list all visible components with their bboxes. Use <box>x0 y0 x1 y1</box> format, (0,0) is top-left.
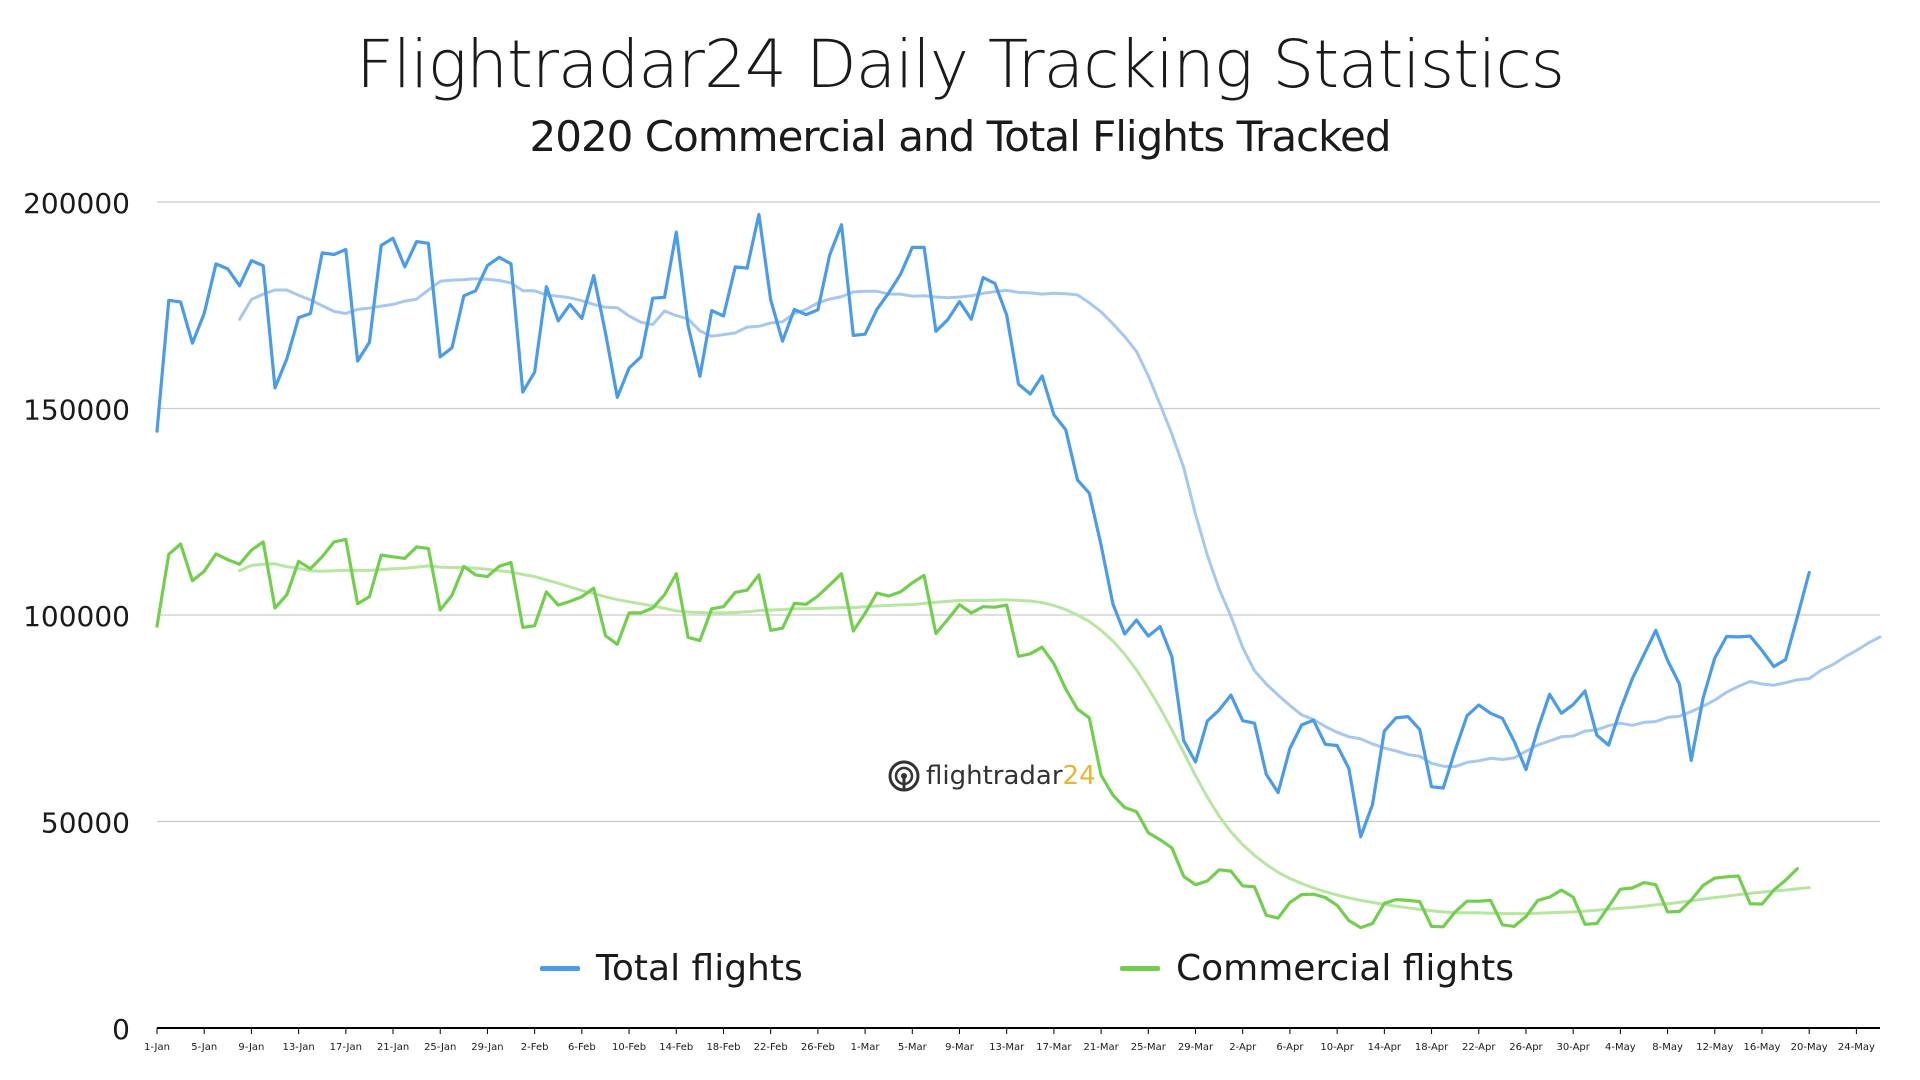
legend: Total flights Commercial flights <box>0 948 1920 998</box>
legend-item-total: Total flights <box>540 948 803 989</box>
grid-lines <box>157 201 1880 1029</box>
x-tick-label: 1-Jan <box>144 1042 170 1053</box>
legend-swatch-commercial <box>1120 966 1160 971</box>
x-tick-label: 10-Apr <box>1320 1042 1354 1053</box>
x-tick-label: 18-Feb <box>706 1042 740 1053</box>
x-tick-label: 13-Jan <box>282 1042 314 1053</box>
legend-label-total: Total flights <box>596 948 803 989</box>
x-tick-label: 29-Mar <box>1178 1042 1214 1053</box>
series-line-commercial-trend <box>238 562 1811 916</box>
x-tick-label: 16-May <box>1743 1042 1780 1053</box>
x-tick-label: 25-Mar <box>1131 1042 1167 1053</box>
x-tick-label: 6-Apr <box>1276 1042 1304 1053</box>
x-tick-label: 1-Mar <box>851 1042 881 1053</box>
x-tick-label: 4-May <box>1605 1042 1636 1053</box>
x-axis-tick-labels: 1-Jan 5-Jan 9-Jan 13-Jan 17-Jan 21-Jan 25-Jan 2… <box>144 1028 1875 1053</box>
y-tick-label: 100000 <box>23 600 130 633</box>
chart-subtitle: 2020 Commercial and Total Flights Tracke… <box>529 112 1392 161</box>
x-tick-label: 24-May <box>1838 1042 1875 1053</box>
x-tick-label: 17-Jan <box>330 1042 362 1053</box>
x-tick-label: 18-Apr <box>1415 1042 1449 1053</box>
x-tick-label: 22-Apr <box>1462 1042 1496 1053</box>
y-tick-label: 50000 <box>41 807 130 840</box>
y-axis-tick-labels: 0 50000 100000 150000 200000 <box>23 187 130 1046</box>
legend-swatch-total <box>540 966 580 971</box>
x-tick-label: 20-May <box>1791 1042 1828 1053</box>
series-lines <box>155 212 1882 930</box>
x-tick-label: 5-Jan <box>191 1042 217 1053</box>
x-tick-label: 21-Mar <box>1084 1042 1120 1053</box>
flightradar24-logo: flightradar24 <box>888 760 1096 792</box>
x-tick-label: 30-Apr <box>1556 1042 1590 1053</box>
series-line-total-trend <box>238 277 1882 769</box>
x-tick-label: 14-Feb <box>659 1042 693 1053</box>
logo-text-accent: 24 <box>1062 761 1096 791</box>
x-tick-label: 14-Apr <box>1368 1042 1402 1053</box>
x-tick-label: 9-Jan <box>238 1042 264 1053</box>
x-tick-label: 2-Apr <box>1229 1042 1257 1053</box>
x-tick-label: 12-May <box>1696 1042 1733 1053</box>
x-tick-label: 29-Jan <box>471 1042 503 1053</box>
y-tick-label: 150000 <box>23 394 130 427</box>
x-tick-label: 6-Feb <box>568 1042 596 1053</box>
x-tick-label: 10-Feb <box>612 1042 646 1053</box>
y-tick-label: 0 <box>112 1013 130 1046</box>
x-tick-label: 8-May <box>1652 1042 1683 1053</box>
x-tick-label: 17-Mar <box>1036 1042 1072 1053</box>
x-tick-label: 25-Jan <box>424 1042 456 1053</box>
x-tick-label: 22-Feb <box>754 1042 788 1053</box>
y-tick-label: 200000 <box>23 187 130 220</box>
x-tick-label: 13-Mar <box>989 1042 1025 1053</box>
x-tick-label: 21-Jan <box>377 1042 409 1053</box>
legend-item-commercial: Commercial flights <box>1120 948 1514 989</box>
legend-label-commercial: Commercial flights <box>1176 948 1514 989</box>
radar-icon <box>888 760 920 792</box>
x-tick-label: 26-Feb <box>801 1042 835 1053</box>
logo-text: flightradar <box>926 761 1063 791</box>
x-tick-label: 26-Apr <box>1509 1042 1543 1053</box>
x-tick-label: 5-Mar <box>898 1042 928 1053</box>
series-line-commercial <box>155 537 1800 930</box>
x-tick-label: 9-Mar <box>945 1042 975 1053</box>
series-line-total <box>155 212 1811 839</box>
chart-title: Flightradar24 Daily Tracking Statistics <box>355 26 1565 103</box>
x-tick-label: 2-Feb <box>521 1042 549 1053</box>
